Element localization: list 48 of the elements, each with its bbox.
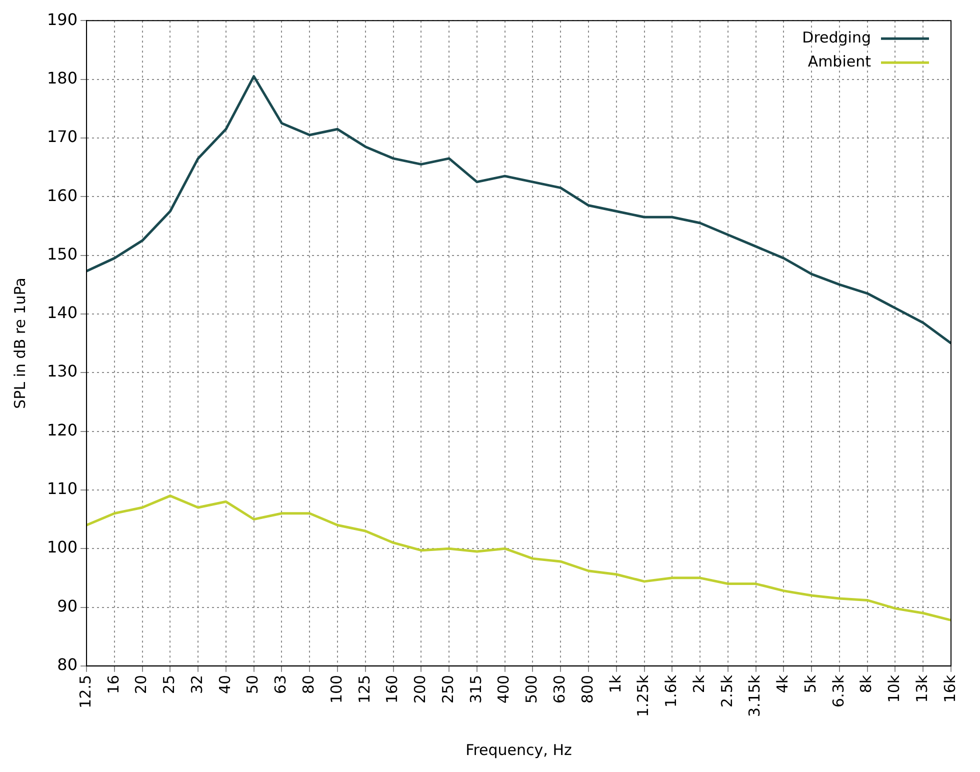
x-tick-label: 3.15k <box>746 674 764 718</box>
x-tick-label: 1.25k <box>634 674 652 718</box>
y-tick-label: 160 <box>46 186 78 205</box>
x-tick-label: 1k <box>606 674 624 694</box>
x-tick-label: 8k <box>857 674 876 694</box>
x-tick-label: 800 <box>578 674 596 704</box>
legend-label: Dredging <box>802 28 871 46</box>
x-tick-label: 5k <box>801 674 820 694</box>
x-tick-label: 250 <box>438 674 457 704</box>
y-tick-label: 120 <box>46 420 78 440</box>
x-tick-label: 80 <box>300 674 318 694</box>
x-tick-label: 200 <box>411 674 430 704</box>
y-tick-label: 80 <box>57 655 78 674</box>
x-tick-label: 40 <box>216 674 234 694</box>
x-tick-label: 630 <box>550 674 568 704</box>
x-tick-label: 32 <box>188 674 206 694</box>
x-tick-label: 2.5k <box>718 674 736 708</box>
x-tick-label: 160 <box>383 674 402 704</box>
y-tick-label: 110 <box>46 479 78 498</box>
x-tick-label: 6.3k <box>829 674 848 708</box>
x-tick-label: 13k <box>913 674 932 703</box>
y-tick-label: 140 <box>46 303 78 322</box>
y-tick-label: 90 <box>57 596 78 616</box>
x-tick-label: 12.5 <box>76 674 94 708</box>
x-tick-label: 125 <box>355 674 374 704</box>
y-axis-title: SPL in dB re 1uPa <box>10 278 29 409</box>
y-tick-label: 150 <box>46 244 78 264</box>
x-tick-label: 2k <box>690 674 708 694</box>
x-tick-label: 315 <box>466 674 485 704</box>
x-axis-title: Frequency, Hz <box>466 740 572 759</box>
legend-label: Ambient <box>808 52 872 70</box>
x-tick-label: 10k <box>885 674 904 703</box>
y-tick-label: 170 <box>46 127 78 146</box>
y-tick-label: 100 <box>46 538 78 557</box>
x-tick-label: 20 <box>132 674 150 694</box>
y-tick-label: 190 <box>46 10 78 29</box>
x-tick-label: 63 <box>272 674 290 694</box>
x-tick-label: 400 <box>494 674 513 704</box>
x-tick-label: 16 <box>104 674 122 694</box>
x-tick-label: 50 <box>244 674 262 694</box>
x-tick-label: 25 <box>160 674 178 694</box>
x-tick-label: 16k <box>940 674 959 703</box>
x-tick-label: 100 <box>327 674 346 704</box>
x-tick-label: 4k <box>774 674 792 694</box>
x-tick-label: 1.6k <box>662 674 680 708</box>
x-tick-label: 500 <box>522 674 541 704</box>
y-tick-label: 180 <box>46 68 78 88</box>
y-tick-label: 130 <box>46 362 78 381</box>
